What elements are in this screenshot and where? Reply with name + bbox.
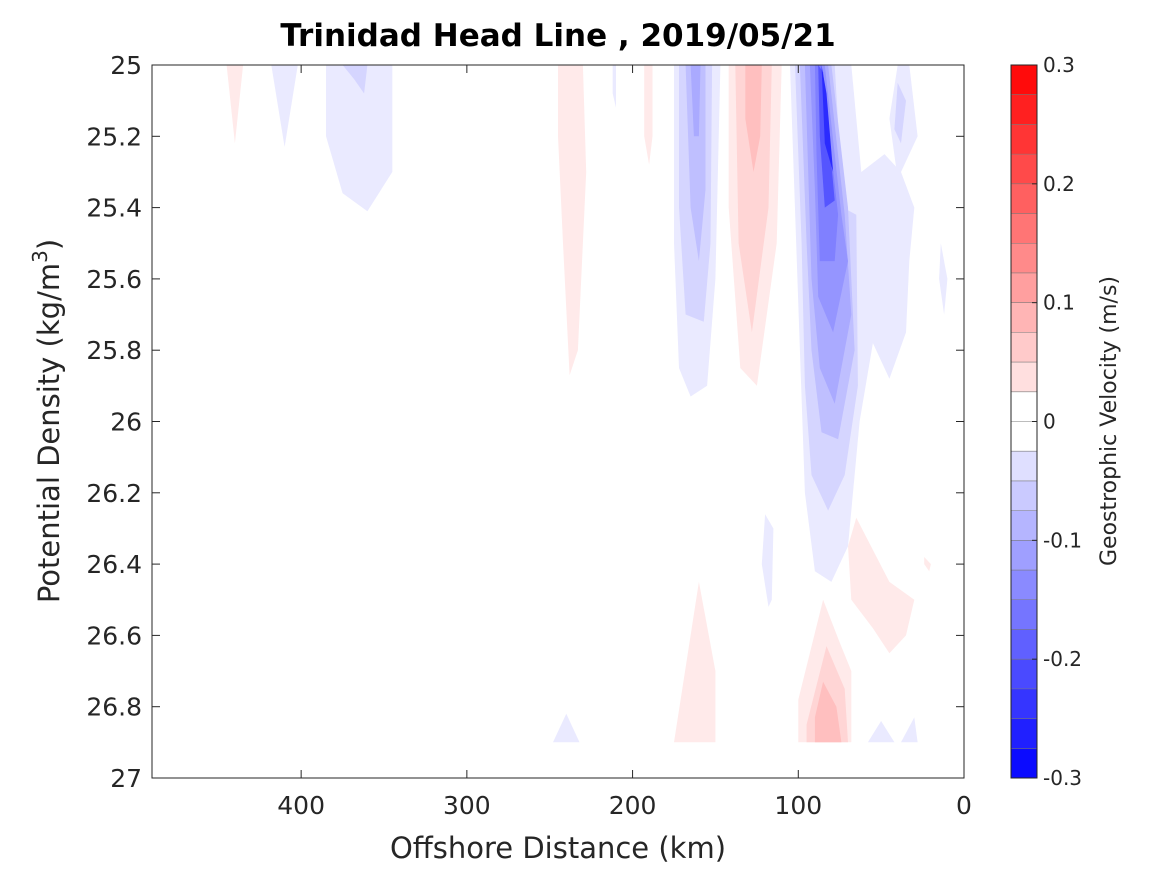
colorbar-swatch bbox=[1011, 332, 1037, 363]
colorbar-swatch bbox=[1011, 272, 1037, 304]
x-tick-label: 400 bbox=[277, 791, 325, 820]
colorbar-swatch bbox=[1011, 302, 1037, 333]
contour-region bbox=[674, 581, 716, 743]
y-tick-label: 25.4 bbox=[86, 194, 142, 223]
y-tick-label: 25 bbox=[110, 51, 142, 80]
contour-region bbox=[894, 82, 906, 144]
colorbar-swatch bbox=[1011, 243, 1037, 274]
y-tick-label: 26 bbox=[110, 408, 142, 437]
contour-region bbox=[326, 65, 393, 212]
colorbar-tick-label: 0.2 bbox=[1043, 172, 1075, 196]
contour-region bbox=[558, 65, 587, 376]
y-tick-label: 25.2 bbox=[86, 122, 142, 151]
colorbar-swatch bbox=[1011, 688, 1037, 720]
contour-region bbox=[735, 65, 772, 333]
contour-region bbox=[690, 65, 701, 137]
colorbar-swatch bbox=[1011, 718, 1037, 749]
x-tick-label: 0 bbox=[956, 791, 972, 820]
contour-region bbox=[271, 65, 298, 147]
colorbar-swatch bbox=[1011, 154, 1037, 185]
y-tick-label: 25.8 bbox=[86, 336, 142, 365]
contour-region bbox=[889, 65, 918, 180]
contour-region bbox=[761, 514, 774, 607]
y-axis-label: Potential Density (kg/m3) bbox=[28, 239, 66, 603]
contour-region bbox=[644, 65, 653, 165]
colorbar-swatch bbox=[1011, 391, 1037, 422]
contour-region bbox=[342, 65, 368, 94]
contour-region bbox=[867, 721, 895, 743]
colorbar-tick-label: -0.1 bbox=[1043, 528, 1082, 552]
colorbar-swatch bbox=[1011, 599, 1037, 630]
x-tick-label: 300 bbox=[443, 791, 491, 820]
y-tick-label: 26.8 bbox=[86, 693, 142, 722]
y-tick-label: 26.6 bbox=[86, 621, 142, 650]
colorbar-swatch bbox=[1011, 748, 1037, 779]
colorbar-tick-label: 0.3 bbox=[1043, 53, 1075, 77]
contour-region bbox=[745, 65, 762, 172]
colorbar-swatch bbox=[1011, 570, 1037, 601]
y-tick-label: 25.6 bbox=[86, 265, 142, 294]
contour-region bbox=[553, 713, 580, 743]
colorbar-label: Geostrophic Velocity (m/s) bbox=[1097, 276, 1122, 566]
contour-region bbox=[924, 557, 931, 572]
colorbar-swatch bbox=[1011, 451, 1037, 482]
x-tick-label: 100 bbox=[774, 791, 822, 820]
y-tick-label: 26.4 bbox=[86, 550, 142, 579]
y-axis-label-sup: 3 bbox=[28, 250, 52, 263]
contour-region bbox=[939, 243, 948, 315]
x-axis-label: Offshore Distance (km) bbox=[390, 831, 726, 865]
y-tick-label: 26.2 bbox=[86, 479, 142, 508]
y-tick-label: 27 bbox=[110, 764, 142, 793]
contour-region bbox=[848, 517, 915, 654]
colorbar-swatch bbox=[1011, 65, 1037, 96]
colorbar-swatch bbox=[1011, 659, 1037, 690]
colorbar-swatch bbox=[1011, 421, 1037, 452]
colorbar-swatch bbox=[1011, 510, 1037, 541]
contour-layer bbox=[226, 65, 948, 743]
y-axis: 25 25.2 25.4 25.6 25.8 26 26.2 26.4 26.6 26.8 27 bbox=[86, 51, 964, 793]
x-axis: 400 300 200 100 0 bbox=[277, 65, 972, 820]
contour-region bbox=[226, 65, 244, 144]
contour-region bbox=[814, 681, 842, 743]
contour-region bbox=[901, 717, 918, 743]
colorbar: 0.3 0.2 0.1 0 -0.1 -0.2 -0.3 bbox=[1010, 53, 1082, 790]
colorbar-swatch bbox=[1011, 540, 1037, 571]
y-axis-label-main: Potential Density (kg/m bbox=[32, 263, 66, 603]
colorbar-tick-label: 0 bbox=[1043, 410, 1056, 434]
colorbar-swatch bbox=[1011, 213, 1037, 244]
contour-region bbox=[612, 65, 616, 108]
colorbar-tick-label: -0.3 bbox=[1043, 766, 1082, 790]
chart-title: Trinidad Head Line , 2019/05/21 bbox=[280, 18, 836, 54]
colorbar-swatch bbox=[1011, 183, 1037, 215]
contour-region bbox=[821, 65, 834, 172]
contour-region bbox=[685, 65, 706, 262]
colorbar-tick-label: -0.2 bbox=[1043, 647, 1082, 671]
y-axis-label-close: ) bbox=[32, 239, 66, 250]
colorbar-swatch bbox=[1011, 362, 1037, 393]
x-tick-label: 200 bbox=[609, 791, 657, 820]
colorbar-swatch bbox=[1011, 124, 1037, 155]
colorbar-tick-label: 0.1 bbox=[1043, 291, 1075, 315]
colorbar-swatch bbox=[1011, 480, 1037, 512]
colorbar-swatch bbox=[1011, 94, 1037, 125]
colorbar-swatch bbox=[1011, 629, 1037, 660]
